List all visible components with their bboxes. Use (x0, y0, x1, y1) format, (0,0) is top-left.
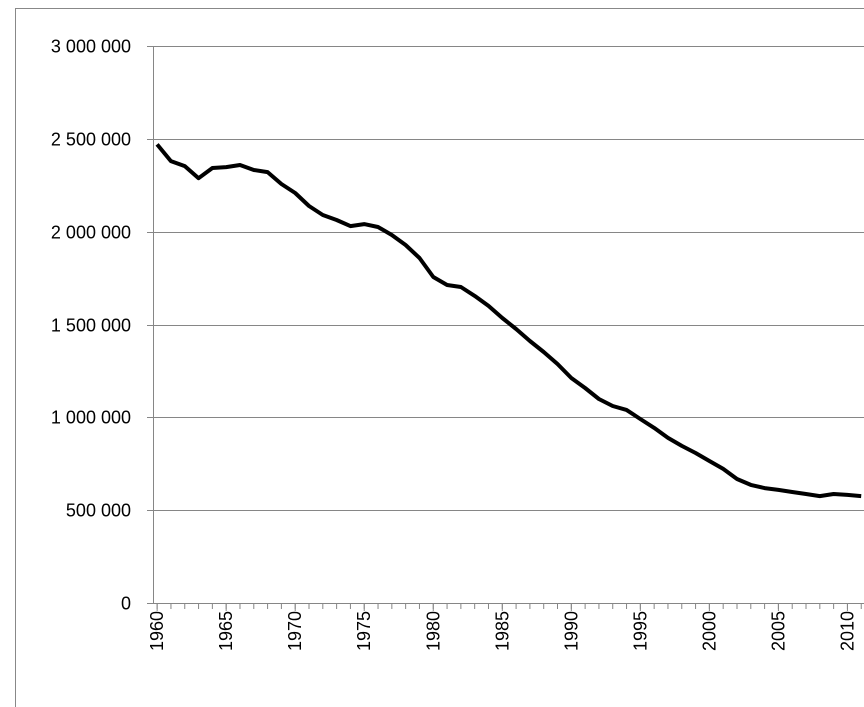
y-tick-label: 3 000 000 (51, 37, 131, 57)
chart-frame (15, 8, 864, 707)
x-tick-label: 1965 (216, 611, 236, 651)
y-tick-label: 500 000 (66, 501, 131, 521)
x-tick-label: 2005 (768, 611, 788, 651)
y-tick-label: 1 500 000 (51, 316, 131, 336)
y-tick-label: 0 (121, 594, 131, 614)
x-tick-label: 1975 (354, 611, 374, 651)
y-tick-label: 2 500 000 (51, 130, 131, 150)
x-tick-label: 2000 (699, 611, 719, 651)
x-tick-label: 1980 (423, 611, 443, 651)
x-tick-label: 2010 (837, 611, 857, 651)
x-tick-label: 1985 (492, 611, 512, 651)
x-tick-label: 1990 (561, 611, 581, 651)
y-tick-label: 1 000 000 (51, 408, 131, 428)
line-series (155, 143, 862, 499)
x-tick-label: 1960 (147, 611, 167, 651)
x-tick-label: 1970 (285, 611, 305, 651)
x-tick-label: 1995 (630, 611, 650, 651)
y-tick-label: 2 000 000 (51, 223, 131, 243)
